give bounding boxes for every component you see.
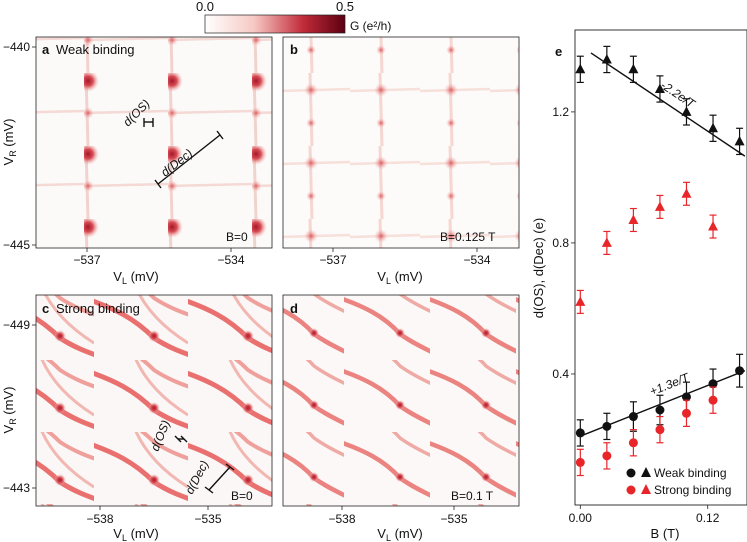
panel-e-ytick-label: 0.4 <box>552 367 569 381</box>
panel-e-legend: Weak binding Strong binding <box>626 466 731 497</box>
panel-b-xtick-2: −534 <box>463 253 490 267</box>
panel-c-letter: c <box>42 301 49 316</box>
panel-e-circle-point <box>655 405 665 415</box>
panel-e-circle-point <box>628 438 638 448</box>
panel-e-triangle-point <box>628 214 639 224</box>
panel-e-circle-point <box>602 451 612 461</box>
panel-d-map <box>283 295 519 506</box>
panel-e-circle-point <box>735 366 745 376</box>
panel-c: c Strong binding B=0 d(OS) d(Dec) −538 −… <box>1 294 273 542</box>
panel-c-xtick-2: −535 <box>194 512 221 526</box>
panel-b-map <box>283 37 519 248</box>
panel-d-letter: d <box>290 301 298 316</box>
panel-a-dec-marker <box>154 130 224 189</box>
panel-c-xtick-1: −538 <box>86 512 113 526</box>
panel-a-os-marker <box>143 118 154 127</box>
panel-e-circle-point <box>655 425 665 435</box>
panel-c-field: B=0 <box>231 489 253 503</box>
panel-e-triangle-point <box>628 63 639 74</box>
panel-d-xlabel: VL (mV) <box>377 526 422 542</box>
panel-e-triangle-point <box>708 221 719 231</box>
panel-b: b B=0.125 T −537 −534 VL (mV) <box>282 36 520 286</box>
panel-e-xtick-label: 0.00 <box>569 511 593 525</box>
panel-a-xlabel: VL (mV) <box>113 269 158 286</box>
panel-e-legend-circle <box>626 485 636 495</box>
panel-e-circle-point <box>602 421 612 431</box>
panel-a-frame <box>35 36 273 249</box>
panel-a-field: B=0 <box>226 230 248 244</box>
panel-d-xtick-1: −538 <box>328 512 355 526</box>
colorbar-min-label: 0.0 <box>196 0 214 14</box>
panel-b-xlabel: VL (mV) <box>377 269 422 286</box>
panel-e-legend-label: Strong binding <box>654 483 731 497</box>
panel-c-ylabel: VR (mV) <box>1 387 18 434</box>
panel-e-ytick-label: 1.2 <box>552 105 569 119</box>
panel-e-legend-label: Weak binding <box>654 466 727 480</box>
panel-e-circle-point <box>708 395 718 405</box>
colorbar: 0.0 0.5 G (e²/h) <box>196 0 391 34</box>
colorbar-max-label: 0.5 <box>336 0 354 14</box>
panel-e-letter: e <box>555 44 562 59</box>
panel-e-chart: e 0.00 0.120.40.81.2 -2.2e/T+1.3e/T B (T)… <box>531 29 747 541</box>
colorbar-unit-label: G (e²/h) <box>350 19 391 33</box>
panel-c-ytick-2: −443 <box>3 481 30 495</box>
panel-b-frame <box>282 36 520 249</box>
panel-e-triangle-point <box>575 296 586 306</box>
panel-a-map <box>36 37 272 248</box>
panel-e-fit-line <box>590 52 746 157</box>
panel-b-xtick-1: −537 <box>319 253 346 267</box>
panel-e-triangle-point <box>601 53 612 64</box>
panel-c-xlabel: VL (mV) <box>113 526 158 542</box>
panel-a-ytick-1: −440 <box>3 40 30 54</box>
panel-a-letter: a <box>42 42 50 57</box>
panel-e-circle-point <box>575 428 585 438</box>
panel-a-ylabel: VR (mV) <box>1 119 18 166</box>
panel-d-field: B=0.1 T <box>451 489 494 503</box>
panel-e-circle-point <box>681 392 691 402</box>
panel-c-frame <box>35 294 273 507</box>
panel-b-field: B=0.125 T <box>440 230 496 244</box>
panel-d-frame <box>282 294 520 507</box>
panel-e-circle-point <box>628 412 638 422</box>
panel-d-xtick-2: −535 <box>440 512 467 526</box>
panel-e-triangle-point <box>681 106 692 116</box>
panel-e-triangle-point <box>734 135 745 146</box>
panel-e-triangle-point <box>601 237 612 247</box>
panel-d: d B=0.1 T −538 −535 VL (mV) <box>282 294 520 542</box>
panel-a: a Weak binding B=0 d(OS) d(Dec) −537 −53… <box>1 36 273 286</box>
panel-e-legend-triangle <box>641 484 651 494</box>
panel-e-circle-point <box>575 457 585 467</box>
panel-c-map <box>36 295 272 506</box>
panel-e-fit-label: -2.2e/T <box>658 78 699 112</box>
panel-a-ytick-2: −445 <box>3 238 30 252</box>
panel-e-triangle-point <box>654 83 665 93</box>
panel-e-ytick-label: 0.8 <box>552 236 569 250</box>
panel-c-dec-marker <box>204 463 235 494</box>
panel-e-circle-point <box>681 408 691 418</box>
panel-e-circle-point <box>708 379 718 389</box>
panel-c-os-marker <box>174 435 188 443</box>
panel-b-letter: b <box>290 42 298 57</box>
panel-a-title: Weak binding <box>56 42 135 57</box>
panel-e-triangle-point <box>654 201 665 211</box>
panel-a-xtick-1: −537 <box>73 253 100 267</box>
panel-e-triangle-point <box>575 63 586 74</box>
panel-e-xlabel: B (T) <box>651 526 680 541</box>
panel-e-legend-triangle <box>641 467 651 477</box>
panel-a-xtick-2: −534 <box>217 253 244 267</box>
panel-c-ytick-1: −449 <box>3 318 30 332</box>
panel-e-ylabel: d(OS), d(Dec) (e) <box>531 218 546 318</box>
panel-e-frame <box>574 29 747 506</box>
panel-e-xtick-label: 0.12 <box>696 511 720 525</box>
panel-c-title: Strong binding <box>56 301 140 316</box>
panel-e-legend-circle <box>626 468 636 478</box>
colorbar-gradient <box>204 14 346 34</box>
panel-e-triangle-point <box>681 188 692 198</box>
panel-e-triangle-point <box>708 122 719 133</box>
